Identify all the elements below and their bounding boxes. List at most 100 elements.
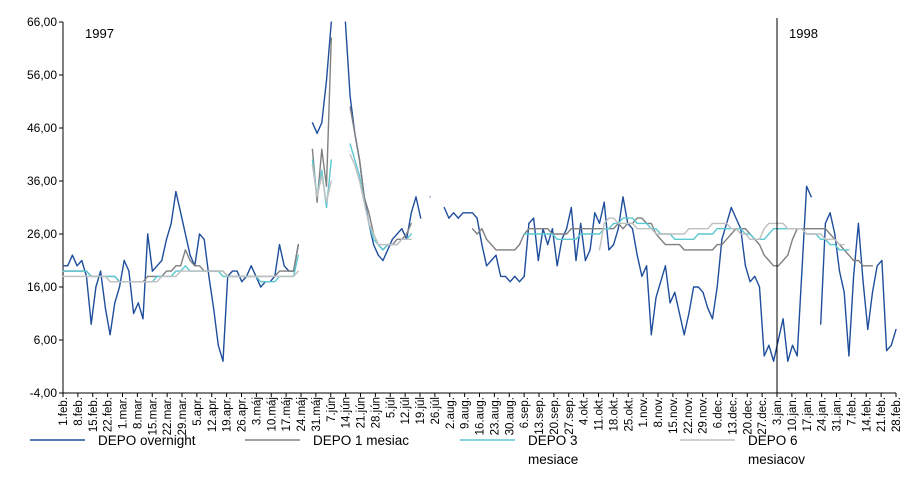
data-point — [622, 196, 624, 198]
data-point — [147, 275, 149, 277]
data-point — [627, 217, 629, 219]
data-point — [707, 307, 709, 309]
data-point — [311, 159, 313, 161]
data-point — [660, 233, 662, 235]
data-point — [321, 175, 323, 177]
data-point — [330, 21, 332, 23]
data-point — [754, 238, 756, 240]
x-tick-label: 1.mar. — [118, 397, 130, 429]
data-point — [566, 233, 568, 235]
data-point — [500, 249, 502, 251]
data-point — [71, 275, 73, 277]
data-point — [707, 228, 709, 230]
data-point — [787, 254, 789, 256]
data-point — [688, 238, 690, 240]
data-point — [175, 265, 177, 267]
data-point — [170, 270, 172, 272]
data-point — [613, 222, 615, 224]
x-tick-label: 18.okt. — [608, 397, 620, 432]
data-point — [396, 238, 398, 240]
data-point — [763, 254, 765, 256]
data-point — [603, 222, 605, 224]
data-point — [537, 259, 539, 262]
data-point — [871, 291, 874, 293]
data-point — [796, 228, 798, 230]
data-point — [758, 286, 761, 288]
data-point — [631, 222, 634, 224]
data-point — [354, 164, 356, 166]
data-point — [349, 153, 351, 156]
data-point — [848, 355, 850, 357]
data-point — [688, 312, 690, 315]
data-point — [198, 233, 201, 235]
x-tick-label: 15.nov. — [668, 397, 680, 434]
data-point — [71, 254, 73, 256]
data-point — [354, 132, 356, 134]
data-point — [518, 244, 521, 246]
data-point — [782, 228, 784, 230]
legend-label-line2: mesiacov — [748, 452, 805, 467]
data-point — [853, 275, 855, 277]
y-tick-label: 66,00 — [27, 15, 57, 29]
data-point — [293, 275, 295, 277]
x-tick-label: 24.máj — [296, 397, 308, 432]
data-point — [311, 148, 313, 150]
x-tick-label: 23.aug. — [489, 397, 501, 435]
x-tick-label: 4.okt. — [579, 397, 591, 425]
data-point — [547, 244, 549, 246]
data-point — [810, 196, 812, 198]
data-point — [481, 228, 483, 230]
data-point — [584, 233, 587, 235]
data-point — [721, 228, 723, 230]
data-point — [528, 228, 530, 230]
data-point — [838, 270, 841, 272]
data-point — [373, 233, 375, 235]
data-point — [316, 132, 318, 134]
x-tick-label: 7.jún — [326, 397, 338, 422]
data-point — [815, 228, 817, 230]
data-point — [509, 249, 511, 251]
data-point — [330, 37, 332, 39]
data-point — [382, 259, 384, 262]
data-point — [806, 233, 808, 235]
x-tick-label: 31.máj — [311, 397, 323, 432]
data-point — [537, 233, 539, 235]
data-point — [843, 244, 845, 246]
data-point — [85, 275, 88, 277]
data-point — [777, 222, 779, 224]
data-point — [316, 196, 318, 198]
data-point — [627, 222, 629, 224]
data-point — [669, 302, 671, 304]
x-tick-label: 29.nov. — [698, 397, 710, 434]
data-point — [763, 238, 765, 240]
data-point — [269, 281, 271, 283]
data-point — [114, 302, 116, 304]
data-point — [594, 233, 596, 235]
data-point — [76, 275, 78, 277]
data-point — [330, 159, 332, 161]
data-point — [321, 148, 323, 150]
data-point — [410, 233, 412, 235]
data-point — [570, 238, 572, 240]
data-point — [791, 344, 794, 346]
data-point — [726, 228, 728, 230]
data-point — [598, 228, 601, 230]
data-point — [730, 206, 732, 209]
data-point — [391, 238, 393, 240]
data-point — [749, 233, 751, 235]
series-line — [63, 21, 897, 362]
data-point — [382, 249, 384, 251]
data-point — [184, 270, 186, 272]
data-point — [843, 249, 845, 251]
data-point — [100, 275, 102, 277]
data-point — [773, 222, 775, 224]
data-point — [815, 233, 817, 235]
data-point — [598, 222, 601, 224]
data-point — [222, 275, 224, 277]
data-point — [514, 275, 516, 277]
data-point — [641, 275, 643, 277]
data-point — [490, 259, 492, 262]
data-point — [834, 244, 836, 246]
x-tick-label: 20.sep. — [549, 397, 561, 435]
data-point — [396, 244, 398, 246]
